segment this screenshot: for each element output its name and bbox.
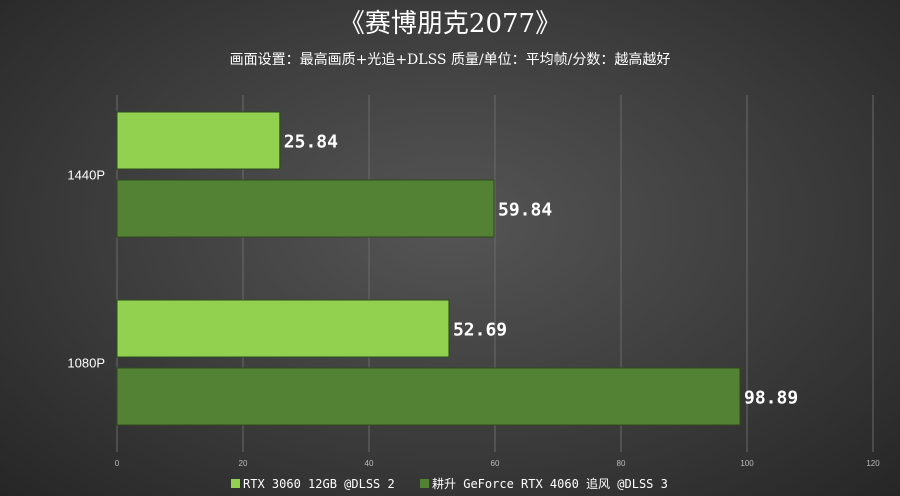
x-tick-label-80: 80	[617, 459, 626, 468]
value-label-1080p-series-0: 52.69	[453, 320, 507, 341]
legend: RTX 3060 12GB @DLSS 2 耕升 GeForce RTX 406…	[231, 476, 668, 491]
legend-label-rtx4060: 耕升 GeForce RTX 4060 追风 @DLSS 3	[432, 476, 668, 491]
value-label-1440p-series-1: 59.84	[498, 200, 552, 221]
legend-swatch-rtx3060	[231, 479, 240, 488]
x-tick-label-20: 20	[239, 459, 248, 468]
chart-title: 《赛博朋克2077》	[339, 9, 561, 39]
x-tick-label-40: 40	[365, 459, 374, 468]
bar-1080p-series-0	[116, 299, 450, 358]
labels-layer: 0 20 40 60 80 100 120 1440P 25.84 59.84 1080P 52.69…	[67, 132, 880, 469]
x-tick-label-60: 60	[491, 459, 500, 468]
bar-1440p-series-1	[116, 179, 495, 238]
legend-swatch-rtx4060	[420, 479, 429, 488]
x-tick-label-0: 0	[115, 459, 120, 468]
bar-1440p-series-0	[116, 111, 281, 170]
bars-layer	[116, 111, 741, 426]
category-label-1440p: 1440P	[67, 168, 105, 183]
category-label-1080p: 1080P	[67, 356, 105, 371]
x-tick-label-120: 120	[866, 459, 880, 468]
x-tick-label-100: 100	[740, 459, 754, 468]
legend-label-rtx3060: RTX 3060 12GB @DLSS 2	[243, 477, 395, 491]
chart-subtitle: 画面设置：最高画质+光追+DLSS 质量/单位：平均帧/分数：越高越好	[230, 51, 671, 68]
value-label-1440p-series-0: 25.84	[284, 132, 338, 153]
value-label-1080p-series-1: 98.89	[744, 388, 798, 409]
bar-1080p-series-1	[116, 367, 741, 426]
